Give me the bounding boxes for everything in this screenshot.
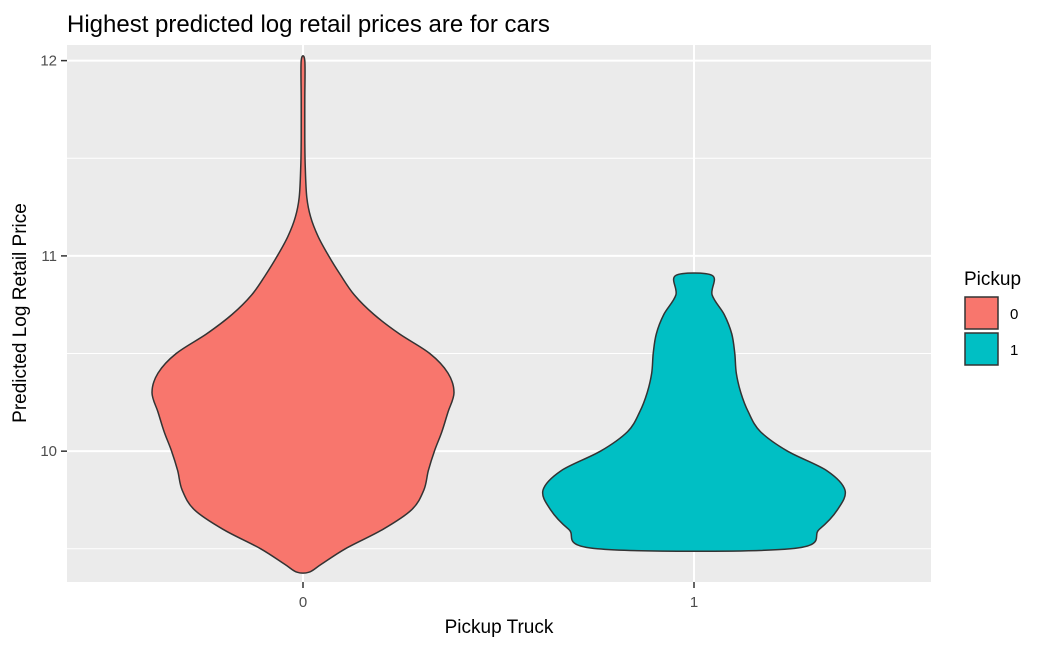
legend-items: 01 xyxy=(964,296,1018,366)
x-tick-label: 1 xyxy=(690,594,698,611)
legend-key-0 xyxy=(964,296,999,330)
y-tick-label: 10 xyxy=(40,443,57,460)
y-tick-label: 11 xyxy=(41,248,57,265)
legend-label: 0 xyxy=(1010,306,1018,323)
violin-0 xyxy=(151,54,455,574)
y-tick-label: 12 xyxy=(40,53,57,70)
y-axis-ticks: 10 11 12 xyxy=(40,53,67,460)
violin-1 xyxy=(541,272,847,553)
violins xyxy=(151,54,847,574)
x-axis-title: Pickup Truck xyxy=(445,617,554,638)
chart-title: Highest predicted log retail prices are … xyxy=(67,11,550,38)
legend-label: 1 xyxy=(1010,342,1018,359)
legend-title: Pickup xyxy=(964,269,1021,290)
legend: Pickup 01 xyxy=(964,269,1021,366)
y-axis-title: Predicted Log Retail Price xyxy=(10,203,31,423)
legend-key-1 xyxy=(964,332,999,366)
x-tick-label: 0 xyxy=(299,594,307,611)
